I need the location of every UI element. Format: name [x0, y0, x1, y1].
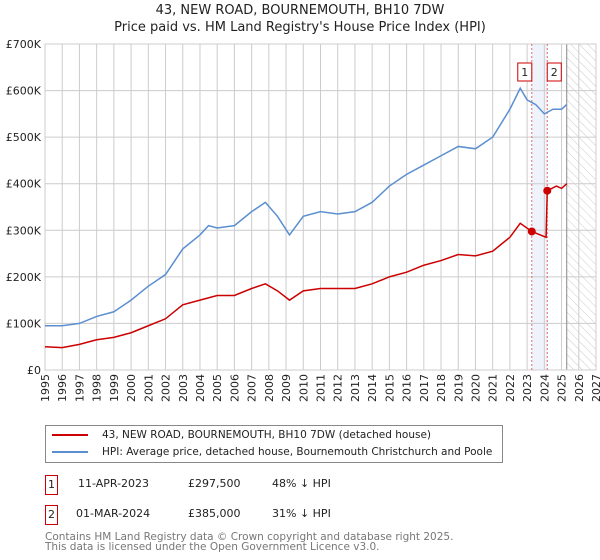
y-tick-label: £500K: [6, 131, 42, 144]
sale-row-1: 1 11-APR-2023 £297,500 48% ↓ HPI: [45, 475, 545, 495]
x-tick-label: 2012: [332, 374, 345, 402]
sale-price: £297,500: [188, 477, 241, 490]
y-tick-label: £200K: [6, 271, 42, 284]
price-chart: 1995 1996 1997 1998 1999 2000 2001 2002 2003 2004…: [6, 38, 600, 402]
legend: 43, NEW ROAD, BOURNEMOUTH, BH10 7DW (det…: [45, 425, 503, 463]
plot-frame: [44, 43, 597, 371]
x-tick-label: 2005: [211, 374, 224, 402]
annotation-box: [517, 62, 533, 82]
x-tick-label: 2006: [228, 374, 241, 402]
x-tick-label: 2022: [504, 374, 517, 402]
x-tick-label: 2026: [573, 374, 586, 402]
sale-period-band: [531, 44, 548, 370]
x-tick-label: 1998: [91, 374, 104, 402]
x-tick-label: 1999: [108, 374, 121, 402]
sale-point: [527, 227, 536, 236]
x-tick-label: 1995: [39, 374, 52, 402]
annotation-box: [546, 62, 562, 82]
x-tick-label: 2021: [487, 374, 500, 402]
sale-date: 11-APR-2023: [78, 477, 150, 490]
x-tick-label: 2000: [125, 374, 138, 402]
legend-hpi: HPI: Average price, detached house, Bour…: [102, 446, 493, 458]
x-tick-label: 2018: [435, 374, 448, 402]
x-tick-label: 1997: [73, 374, 86, 402]
y-tick-label: £0: [27, 364, 41, 377]
x-tick-label: 2024: [538, 374, 551, 402]
x-tick-label: 2011: [315, 374, 328, 402]
x-tick-label: 2023: [521, 374, 534, 402]
x-tick-label: 2013: [349, 374, 362, 402]
x-tick-label: 1996: [56, 374, 69, 402]
legend-red-line: [52, 434, 88, 436]
sale-date: 01-MAR-2024: [76, 507, 151, 520]
x-tick-label: 2007: [246, 374, 259, 402]
annotation-label: 1: [521, 66, 528, 79]
sale-hpi: 31% ↓ HPI: [272, 507, 331, 520]
sale-price: £385,000: [188, 507, 241, 520]
sale-point: [543, 186, 552, 195]
x-tick-label: 2025: [556, 374, 569, 402]
x-tick-label: 2009: [280, 374, 293, 402]
sale-hpi: 48% ↓ HPI: [272, 477, 331, 490]
x-tick-label: 2004: [194, 374, 207, 402]
x-tick-label: 2002: [160, 374, 173, 402]
x-tick-label: 2003: [177, 374, 190, 402]
x-tick-label: 2001: [142, 374, 155, 402]
annotation-label: 2: [551, 66, 558, 79]
x-tick-label: 2015: [383, 374, 396, 402]
y-tick-label: £400K: [6, 178, 42, 191]
x-tick-label: 2019: [452, 374, 465, 402]
y-tick-label: £600K: [6, 85, 42, 98]
y-tick-label: £300K: [6, 224, 42, 237]
chart-subtitle: Price paid vs. HM Land Registry's House …: [114, 20, 486, 35]
legend-property: 43, NEW ROAD, BOURNEMOUTH, BH10 7DW (det…: [102, 429, 432, 441]
property-line: [44, 183, 568, 349]
x-tick-label: 2027: [590, 374, 600, 402]
forecast-hatch: [566, 44, 596, 370]
x-tick-label: 2020: [469, 374, 482, 402]
footer-line-2: This data is licensed under the Open Gov…: [45, 541, 380, 553]
legend-blue-line: [52, 451, 88, 453]
sale-marker: 1: [45, 475, 58, 495]
y-tick-label: £700K: [6, 38, 42, 51]
sale-marker: 2: [45, 505, 58, 525]
sale-row-2: 2 01-MAR-2024 £385,000 31% ↓ HPI: [45, 505, 545, 525]
y-tick-label: £100K: [6, 317, 42, 330]
x-tick-label: 2017: [418, 374, 431, 402]
hpi-line: [45, 86, 568, 327]
chart-title: 43, NEW ROAD, BOURNEMOUTH, BH10 7DW: [155, 3, 445, 18]
x-tick-label: 2010: [297, 374, 310, 402]
x-tick-label: 2008: [263, 374, 276, 402]
x-tick-label: 2016: [401, 374, 414, 402]
x-tick-label: 2014: [366, 374, 379, 402]
footer-line-1: Contains HM Land Registry data © Crown c…: [45, 531, 454, 543]
